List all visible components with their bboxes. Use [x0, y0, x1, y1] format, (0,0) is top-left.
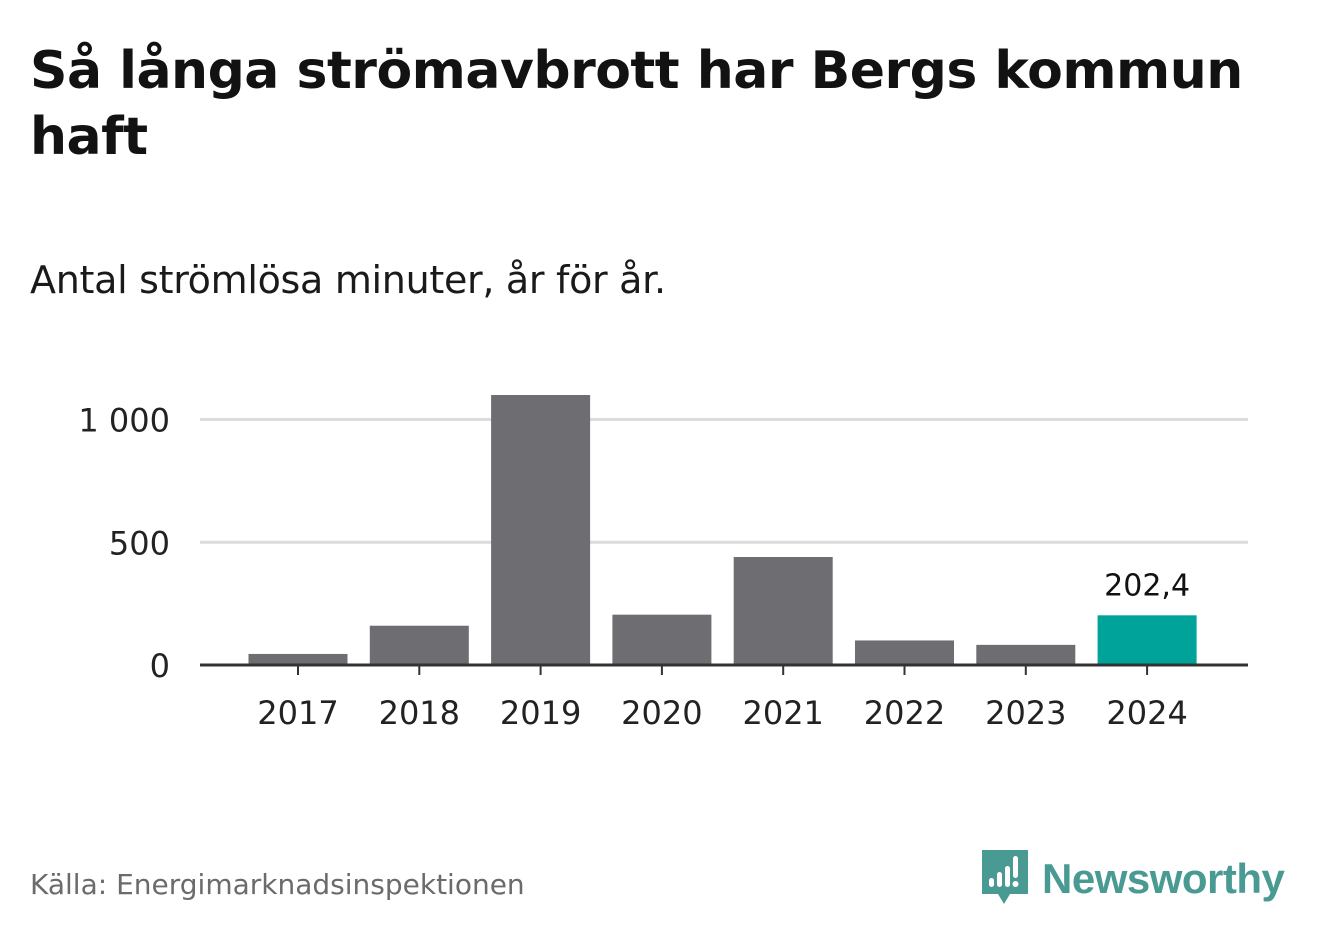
bar-2024 — [1097, 615, 1197, 665]
x-tick-label: 2022 — [864, 694, 945, 732]
chart-bars — [248, 395, 1197, 665]
bar-2022 — [855, 640, 954, 665]
data-label-highlight: 202,4 — [1104, 568, 1190, 603]
chart-labels: 0 500 1 000 2017 2018 2019 2020 2021 2022 2023 202… — [78, 402, 1190, 732]
y-tick-label: 1 000 — [78, 402, 170, 440]
source-note: Källa: Energimarknadsinspektionen — [30, 868, 525, 901]
brand-name: Newsworthy — [1042, 855, 1285, 902]
x-tick-label: 2019 — [500, 694, 581, 732]
chart-subtitle: Antal strömlösa minuter, år för år. — [30, 258, 666, 302]
x-tick-label: 2021 — [742, 694, 823, 732]
bar-2023 — [976, 644, 1076, 665]
chart-axis — [200, 663, 1248, 675]
x-tick-label: 2018 — [379, 694, 460, 732]
bar-2020 — [612, 614, 712, 665]
x-tick-label: 2020 — [621, 694, 702, 732]
x-tick-label: 2017 — [257, 694, 338, 732]
bar-2021 — [733, 557, 833, 665]
bar-2018 — [369, 625, 469, 665]
chart-gridlines — [200, 418, 1248, 544]
x-tick-label: 2024 — [1106, 694, 1187, 732]
bar-2017 — [248, 653, 348, 665]
bar-chart: 0 500 1 000 2017 2018 2019 2020 2021 2022 2023 202… — [78, 395, 1248, 732]
bar-2019 — [491, 395, 591, 665]
y-tick-label: 500 — [109, 524, 170, 562]
chart-title: Så långa strömavbrott har Bergs kommun h… — [30, 41, 1243, 167]
newsworthy-logo-icon — [982, 850, 1028, 904]
y-tick-label: 0 — [150, 647, 170, 685]
brand: Newsworthy — [980, 848, 1285, 910]
x-tick-label: 2023 — [985, 694, 1066, 732]
